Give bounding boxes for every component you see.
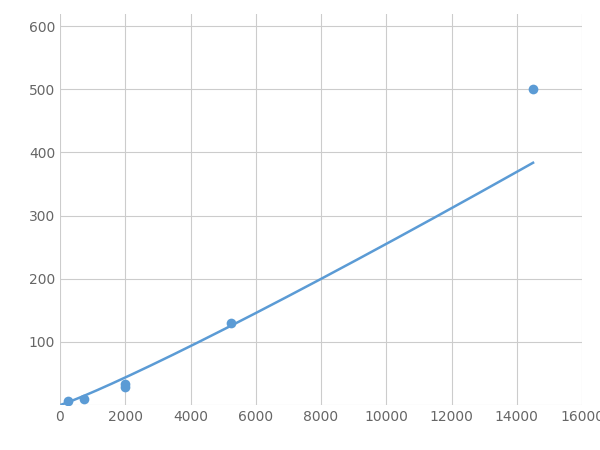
Point [226,320,236,327]
Point [121,381,130,388]
Point [528,86,538,93]
Point [64,397,73,404]
Point [121,384,130,391]
Point [80,395,89,402]
